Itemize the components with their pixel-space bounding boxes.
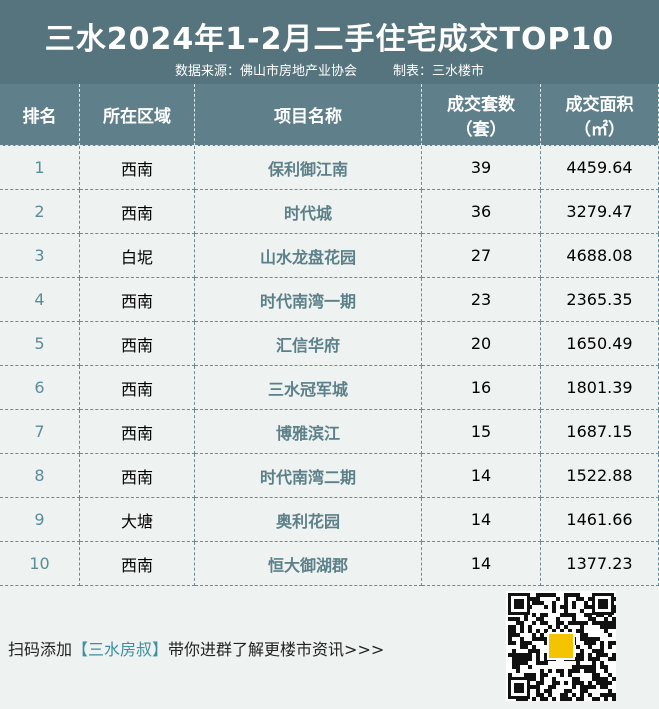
table-cell: 1687.15 [541,410,659,454]
header-line: 成交面积 [565,94,634,115]
subtitle: 数据来源：佛山市房地产业协会 制表：三水楼市 [0,60,659,79]
table-cell: 4688.08 [541,234,659,278]
table-cell: 三水冠军城 [195,366,422,410]
column-header: 项目名称 [195,84,422,146]
table-cell: 1650.49 [541,322,659,366]
column-header: 所在区域 [80,84,195,146]
table-cell: 1801.39 [541,366,659,410]
column-header: 排名 [0,84,80,146]
table-cell: 36 [422,190,541,234]
header-line: 项目名称 [274,107,342,127]
table-cell: 恒大御湖郡 [195,542,422,586]
table-cell: 39 [422,146,541,190]
table-cell: 20 [422,322,541,366]
footer-prefix: 扫码添加 [8,640,73,659]
table-cell: 山水龙盘花园 [195,234,422,278]
table-cell: 6 [0,366,80,410]
source: 数据来源：佛山市房地产业协会 [174,64,357,79]
table-cell: 1377.23 [541,542,659,586]
table-cell: 西南 [80,146,195,190]
table-cell: 西南 [80,410,195,454]
table-cell: 10 [0,542,80,586]
column-header: 成交套数 （套） [422,84,541,146]
table-cell: 西南 [80,454,195,498]
column-header: 成交面积 （㎡） [541,84,659,146]
footer-suffix: 带你进群了解更楼市资讯>>> [168,640,385,659]
table-cell: 14 [422,498,541,542]
table-cell: 7 [0,410,80,454]
header-line: 排名 [22,107,57,127]
table-cell: 汇信华府 [195,322,422,366]
table-cell: 16 [422,366,541,410]
table-cell: 5 [0,322,80,366]
header-line: （套） [455,119,507,140]
table-cell: 15 [422,410,541,454]
table-cell: 西南 [80,190,195,234]
table-cell: 1 [0,146,80,190]
table-cell: 1461.66 [541,498,659,542]
maker: 制表：三水楼市 [393,64,485,79]
footer: 扫码添加【三水房叔】带你进群了解更楼市资讯>>> [8,636,384,660]
table-cell: 时代城 [195,190,422,234]
table-cell: 3279.47 [541,190,659,234]
table-cell: 西南 [80,322,195,366]
table-cell: 8 [0,454,80,498]
table-cell: 14 [422,454,541,498]
header-line: （㎡） [574,119,625,140]
title: 三水2024年1-2月二手住宅成交TOP10 [44,22,615,57]
table-cell: 西南 [80,366,195,410]
table-cell: 大塘 [80,498,195,542]
table-cell: 西南 [80,542,195,586]
table-cell: 2365.35 [541,278,659,322]
table-cell: 1522.88 [541,454,659,498]
header: 三水2024年1-2月二手住宅成交TOP10 数据来源：佛山市房地产业协会 制表：… [0,0,659,84]
header-line: 成交套数 [447,94,515,115]
table-cell: 奥利花园 [195,498,422,542]
table-cell: 白坭 [80,234,195,278]
header-line: 所在区域 [103,107,171,127]
table-cell: 保利御江南 [195,146,422,190]
table-cell: 27 [422,234,541,278]
table-cell: 9 [0,498,80,542]
table-cell: 西南 [80,278,195,322]
table-cell: 3 [0,234,80,278]
table-cell: 4 [0,278,80,322]
table-cell: 4459.64 [541,146,659,190]
table-cell: 2 [0,190,80,234]
table-cell: 博雅滨江 [195,410,422,454]
table-cell: 23 [422,278,541,322]
table-cell: 时代南湾二期 [195,454,422,498]
footer-highlight: 【三水房叔】 [72,640,169,659]
qr-code [506,591,616,701]
table-cell: 14 [422,542,541,586]
table-cell: 时代南湾一期 [195,278,422,322]
